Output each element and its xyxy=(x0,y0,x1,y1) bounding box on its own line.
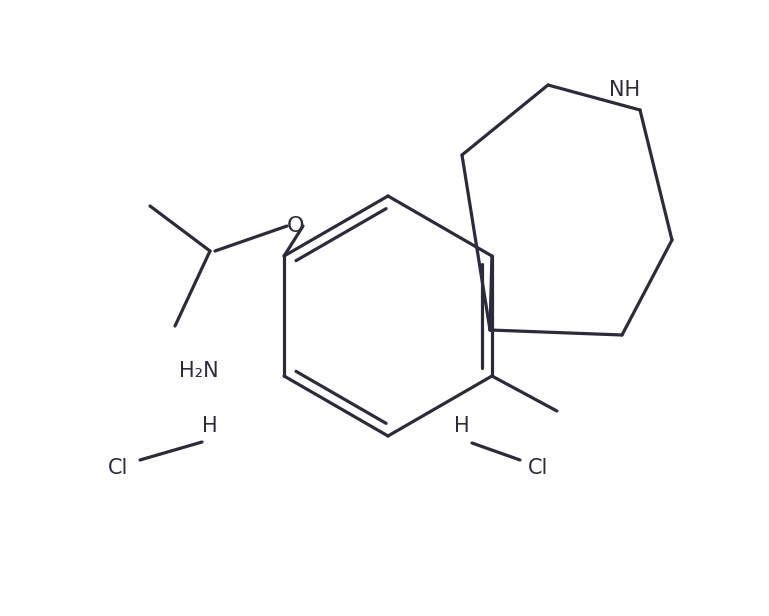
Text: H₂N: H₂N xyxy=(179,361,219,381)
Text: H: H xyxy=(202,416,218,436)
Text: Cl: Cl xyxy=(528,458,548,478)
Text: Cl: Cl xyxy=(108,458,128,478)
Text: O: O xyxy=(286,216,304,236)
Text: NH: NH xyxy=(609,79,640,100)
Text: H: H xyxy=(454,416,470,436)
